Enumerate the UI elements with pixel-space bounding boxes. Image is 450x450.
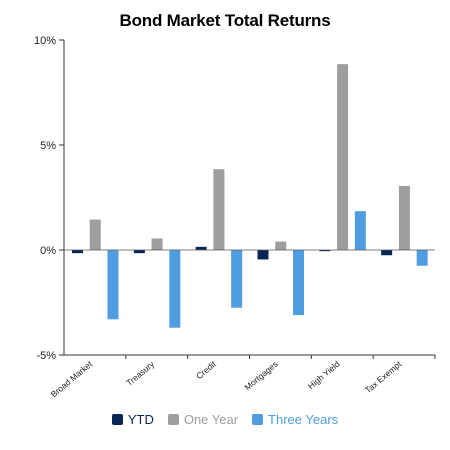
legend-swatch	[252, 414, 264, 425]
legend-item: Three Years	[252, 412, 338, 427]
bar-ytd	[72, 250, 83, 254]
bar-ytd	[133, 250, 145, 254]
x-tick-label: Mortgages	[243, 359, 280, 392]
y-tick-label: 0%	[40, 245, 56, 257]
bar-ytd	[319, 250, 331, 252]
y-tick-label: 10%	[34, 35, 56, 47]
legend-item: YTD	[111, 412, 154, 427]
y-tick-label: -5%	[36, 350, 56, 362]
chart-legend: YTD One Year Three Years	[0, 412, 450, 427]
legend-label: YTD	[127, 412, 154, 427]
bar-three-years	[169, 250, 181, 328]
bar-ytd	[257, 250, 269, 260]
bar-ytd	[381, 250, 393, 256]
y-tick-label: 5%	[40, 140, 56, 152]
x-tick-label: Broad Market	[49, 358, 95, 399]
bar-ytd	[195, 246, 207, 250]
legend-label: One Year	[183, 412, 239, 427]
x-tick-label: Treasury	[124, 358, 156, 387]
chart-title: Bond Market Total Returns	[119, 11, 331, 30]
bar-one-year	[151, 238, 163, 250]
bar-three-years	[293, 250, 304, 316]
x-tick-label: Tax Exempt	[363, 358, 404, 395]
bar-one-year	[398, 185, 410, 250]
bar-three-years	[231, 250, 243, 308]
bar-one-year	[337, 64, 349, 251]
bar-three-years	[354, 211, 366, 250]
legend-swatch	[167, 414, 179, 425]
x-tick-label: Credit	[194, 358, 218, 381]
legend-swatch	[111, 414, 123, 425]
bar-one-year	[213, 169, 225, 250]
x-tick-label: High Yield	[306, 359, 342, 391]
legend-item: One Year	[167, 412, 239, 427]
bar-three-years	[107, 250, 119, 320]
bar-one-year	[275, 241, 287, 250]
bar-three-years	[416, 250, 428, 266]
legend-label: Three Years	[268, 412, 339, 427]
bar-one-year	[89, 219, 101, 250]
